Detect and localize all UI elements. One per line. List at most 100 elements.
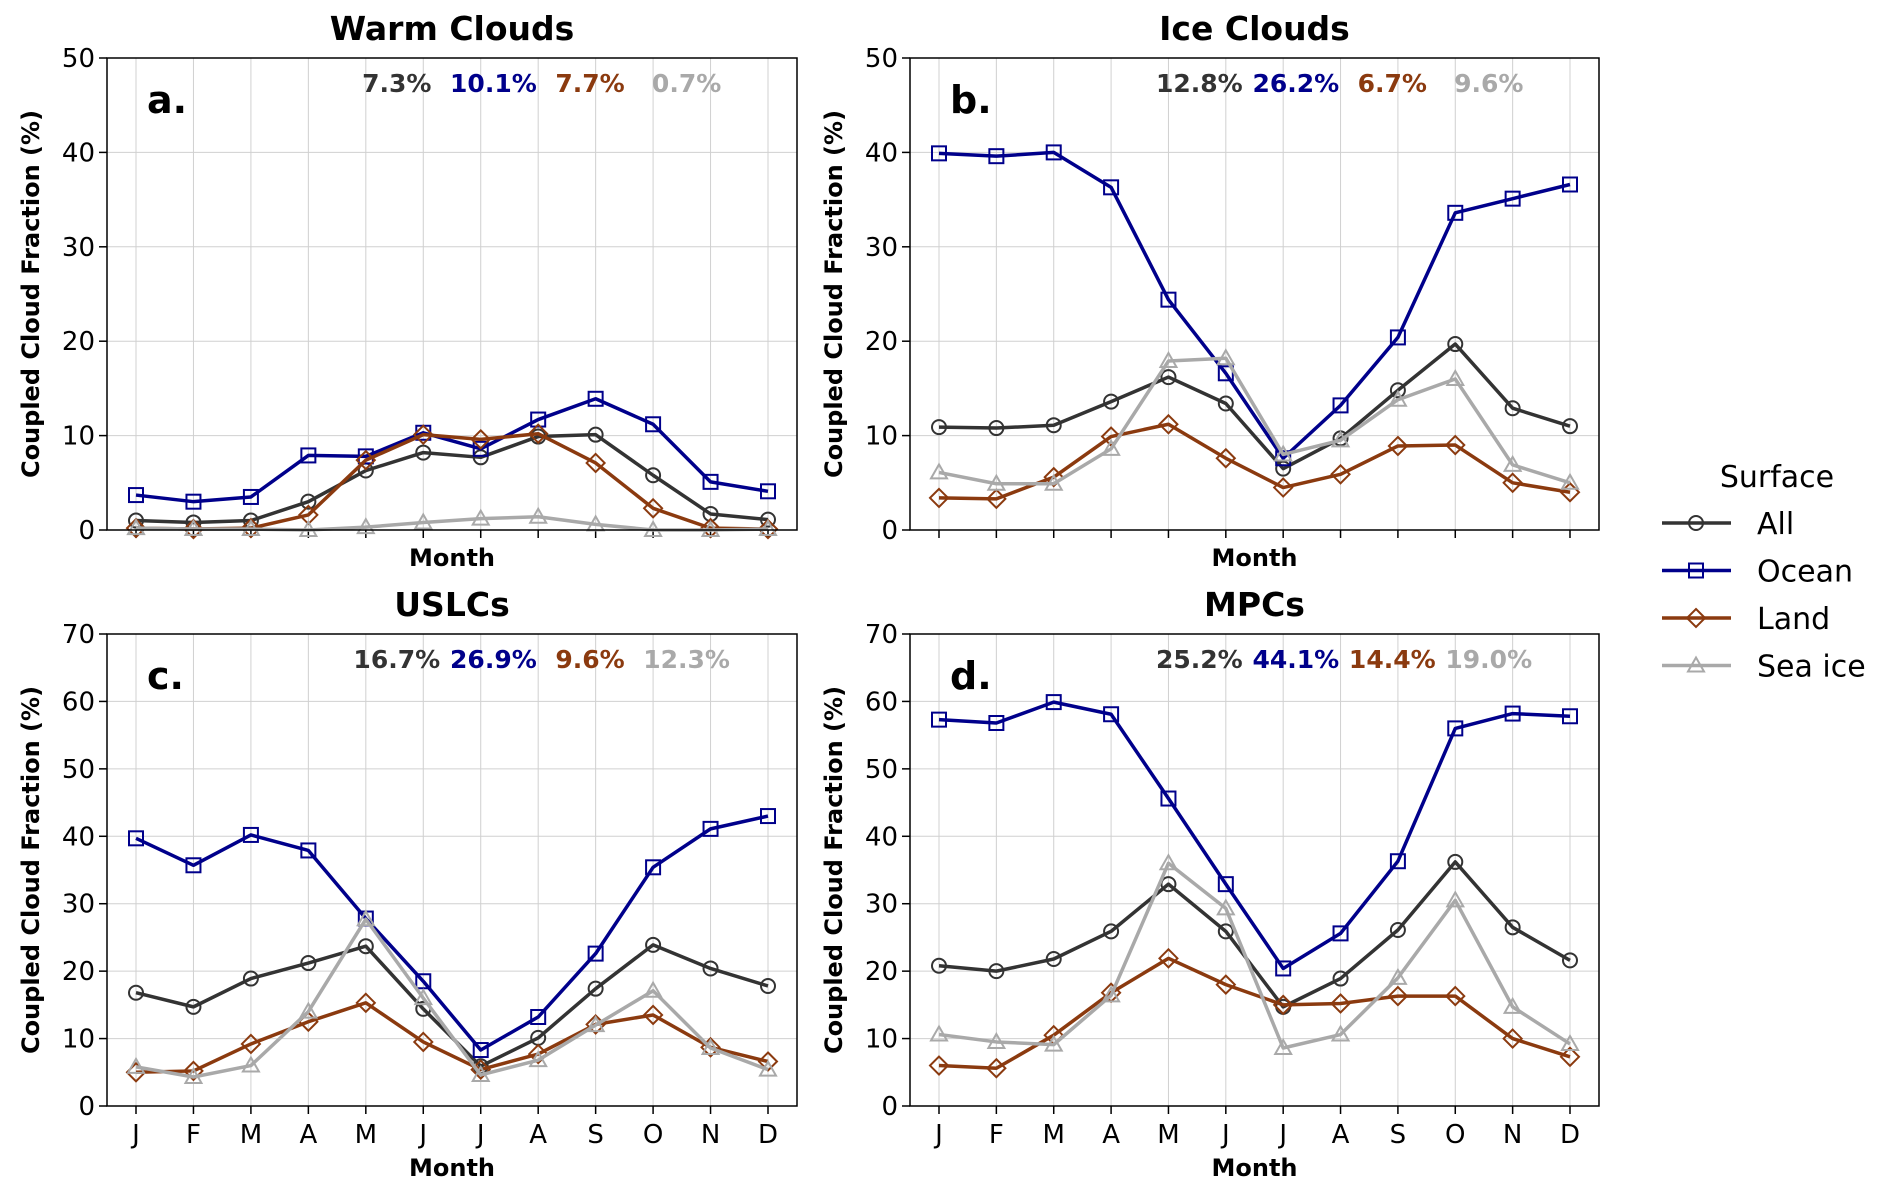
series-sea-ice <box>929 348 1580 491</box>
y-tick-label: 60 <box>62 687 95 717</box>
data-point-circle <box>587 980 604 997</box>
y-axis-label: Coupled Cloud Fraction (%) <box>17 686 45 1054</box>
data-point-diamond <box>527 423 549 445</box>
data-point-triangle <box>929 1024 949 1042</box>
data-point-square <box>185 857 202 874</box>
mean-annotation-all: 7.3% <box>362 69 431 98</box>
series-line <box>938 700 1571 971</box>
series-line <box>938 861 1571 1050</box>
data-point-triangle <box>1158 853 1179 871</box>
series-ocean <box>128 808 776 1059</box>
data-point-triangle <box>1560 472 1580 490</box>
data-point-triangle <box>585 1015 606 1033</box>
x-tick-label: M <box>355 1120 377 1150</box>
data-point-circle <box>1389 382 1406 399</box>
data-point-circle <box>1447 336 1464 353</box>
data-point-square <box>472 1042 489 1059</box>
data-point-circle <box>1217 923 1234 940</box>
data-point-circle <box>1217 395 1234 412</box>
data-point-triangle <box>1101 438 1121 456</box>
data-point-triangle <box>986 473 1007 491</box>
data-point-triangle <box>1560 1033 1580 1051</box>
data-point-circle <box>1045 417 1062 434</box>
x-tick-label: J <box>417 1120 427 1150</box>
data-point-circle <box>300 493 317 510</box>
legend-entry-sea-ice: Sea ice <box>1662 650 1866 685</box>
data-point-triangle <box>1101 985 1121 1003</box>
legend-entry-land: Land <box>1662 602 1830 637</box>
plot-frame <box>909 633 1600 1107</box>
y-tick-label: 50 <box>62 44 95 74</box>
series-line <box>135 814 769 1052</box>
panel-label: c. <box>147 654 184 698</box>
chart-title: MPCs <box>1204 585 1305 624</box>
data-point-triangle <box>1502 454 1523 472</box>
data-point-circle <box>1275 460 1292 477</box>
data-point-triangle <box>986 1031 1007 1049</box>
mean-annotation-land: 6.7% <box>1358 69 1427 98</box>
data-point-triangle <box>1445 890 1465 908</box>
data-point-circle <box>185 998 202 1015</box>
data-point-diamond <box>1215 447 1237 469</box>
data-point-triangle <box>528 506 548 524</box>
data-point-diamond <box>1272 477 1294 498</box>
data-point-square <box>1562 176 1578 193</box>
series-line <box>938 956 1571 1070</box>
data-point-square <box>1217 876 1234 893</box>
y-tick-label: 50 <box>865 44 898 74</box>
data-point-diamond <box>757 1051 779 1072</box>
x-tick-label: F <box>186 1120 201 1150</box>
data-point-diamond <box>1444 985 1466 1007</box>
series-line <box>135 431 769 531</box>
data-point-triangle <box>298 1001 319 1019</box>
y-tick-label: 0 <box>881 1092 898 1122</box>
y-tick-label: 20 <box>62 327 95 357</box>
data-point-triangle <box>528 1050 548 1068</box>
data-point-square <box>128 830 144 847</box>
x-tick-label: F <box>989 1120 1004 1150</box>
x-axis-label: Month <box>1211 544 1297 572</box>
data-point-triangle <box>126 518 146 536</box>
data-point-triangle <box>700 519 721 537</box>
x-tick-label: J <box>1277 1120 1287 1150</box>
y-tick-label: 30 <box>62 890 95 920</box>
data-point-diamond <box>1502 1028 1524 1049</box>
y-tick-label: 10 <box>62 1025 95 1055</box>
data-point-circle <box>988 963 1005 980</box>
y-tick-label: 0 <box>78 516 95 546</box>
legend-title: Surface <box>1720 460 1834 495</box>
data-point-circle <box>1045 951 1062 968</box>
x-tick-label: N <box>701 1120 720 1150</box>
data-point-triangle <box>356 909 376 927</box>
y-tick-label: 10 <box>62 422 95 452</box>
data-point-square <box>587 390 604 407</box>
panel-label: b. <box>950 78 992 122</box>
legend-marker-triangle <box>1686 655 1706 673</box>
legend-marker-diamond <box>1685 607 1707 629</box>
data-point-square <box>760 808 776 825</box>
panel-mpcs: J F M A M J J A S O N D 0 10 20 30 40 50 60 70 MPCs Month Coup… <box>820 585 1600 1182</box>
data-point-triangle <box>1330 430 1351 448</box>
data-point-circle <box>587 426 604 443</box>
data-point-diamond <box>585 452 607 474</box>
data-point-square <box>1504 190 1521 207</box>
y-tick-label: 70 <box>865 620 898 650</box>
data-point-square <box>300 447 317 464</box>
data-point-diamond <box>125 517 147 539</box>
chart-title: Warm Clouds <box>330 9 575 48</box>
plot-frame <box>909 57 1600 531</box>
y-tick-label: 0 <box>78 1092 95 1122</box>
mean-annotation-sea-ice: 19.0% <box>1445 645 1532 674</box>
data-point-circle <box>645 936 662 953</box>
x-tick-label: J <box>933 1120 943 1150</box>
data-point-triangle <box>126 1056 146 1074</box>
data-point-triangle <box>298 519 319 537</box>
data-point-circle <box>760 977 776 994</box>
data-point-circle <box>1562 952 1578 969</box>
y-axis-label: Coupled Cloud Fraction (%) <box>820 686 848 1054</box>
y-tick-label: 20 <box>62 957 95 987</box>
legend-label: Sea ice <box>1757 650 1866 685</box>
x-axis-label: Month <box>1211 1154 1297 1182</box>
mean-annotation-ocean: 26.9% <box>450 645 537 674</box>
x-tick-label: A <box>1332 1120 1350 1150</box>
